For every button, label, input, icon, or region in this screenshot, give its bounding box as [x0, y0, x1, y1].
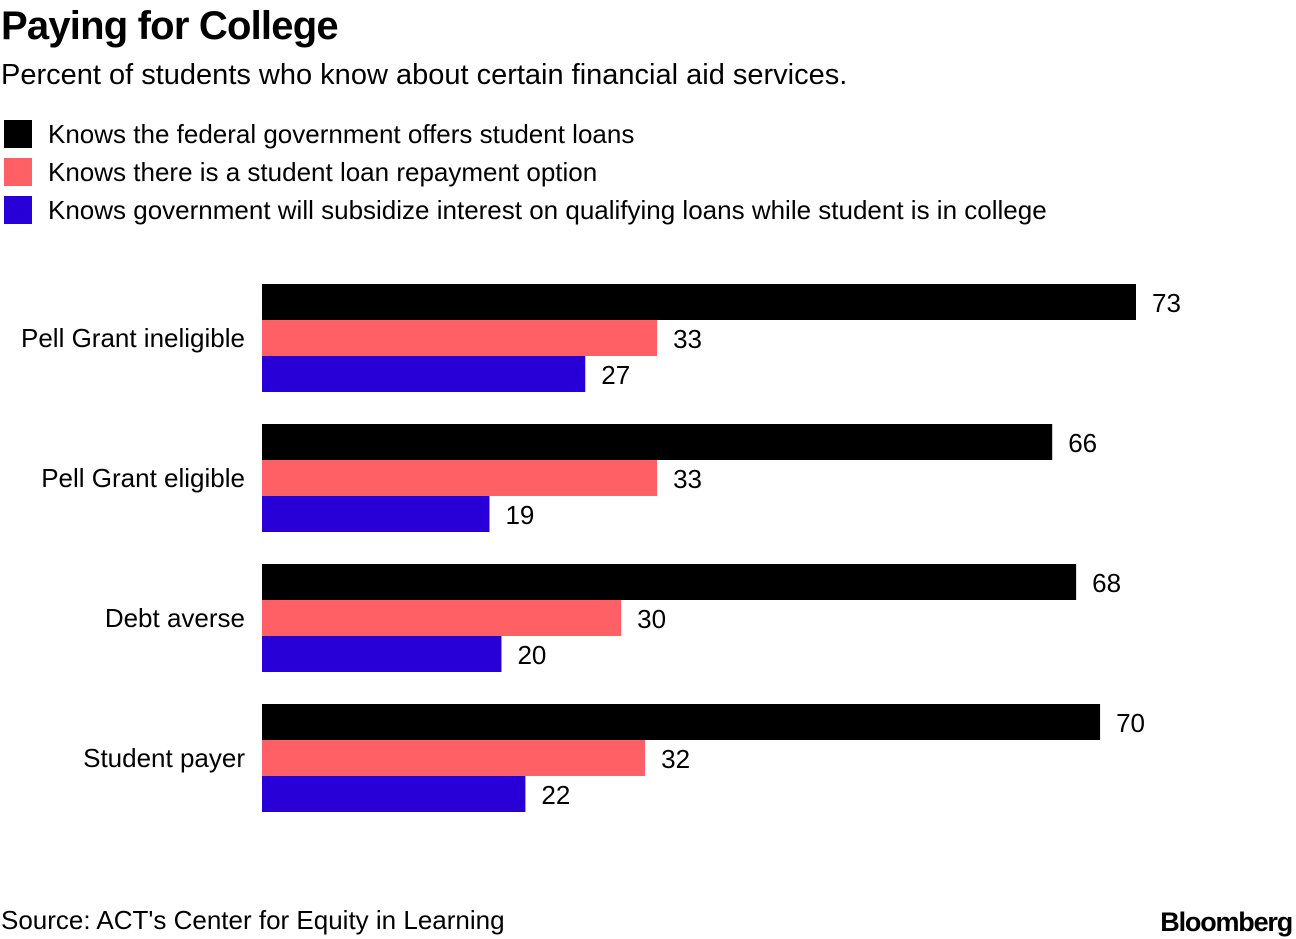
value-label-debt-averse-federal-loans: 68 — [1092, 568, 1121, 598]
value-label-debt-averse-subsidized-interest: 20 — [517, 640, 546, 670]
bar-pell-grant-eligible-federal-loans — [262, 424, 1053, 460]
category-label-pell-grant-eligible: Pell Grant eligible — [41, 463, 245, 493]
legend-swatch-repayment-option — [4, 158, 32, 186]
bar-pell-grant-eligible-subsidized-interest — [262, 496, 490, 532]
value-label-pell-grant-eligible-federal-loans: 66 — [1068, 428, 1097, 458]
value-label-student-payer-federal-loans: 70 — [1116, 708, 1145, 738]
value-label-pell-grant-ineligible-repayment-option: 33 — [673, 324, 702, 354]
value-label-pell-grant-ineligible-subsidized-interest: 27 — [601, 360, 630, 390]
bar-student-payer-repayment-option — [262, 740, 646, 776]
bar-debt-averse-subsidized-interest — [262, 636, 502, 672]
bar-student-payer-subsidized-interest — [262, 776, 526, 812]
chart-title: Paying for College — [1, 4, 339, 48]
bar-student-payer-federal-loans — [262, 704, 1101, 740]
legend-swatch-federal-loans — [4, 120, 32, 148]
legend-label-federal-loans: Knows the federal government offers stud… — [48, 119, 635, 149]
chart-subtitle: Percent of students who know about certa… — [1, 59, 848, 91]
category-label-pell-grant-ineligible: Pell Grant ineligible — [21, 323, 245, 353]
legend-label-repayment-option: Knows there is a student loan repayment … — [48, 157, 598, 187]
value-label-student-payer-repayment-option: 32 — [661, 744, 690, 774]
value-label-pell-grant-eligible-subsidized-interest: 19 — [505, 500, 534, 530]
bar-debt-averse-repayment-option — [262, 600, 622, 636]
bloomberg-logo: Bloomberg — [1160, 907, 1293, 937]
category-label-student-payer: Student payer — [83, 743, 245, 773]
bar-debt-averse-federal-loans — [262, 564, 1077, 600]
value-label-debt-averse-repayment-option: 30 — [637, 604, 666, 634]
bar-pell-grant-ineligible-repayment-option — [262, 320, 658, 356]
bar-pell-grant-ineligible-federal-loans — [262, 284, 1136, 320]
value-label-pell-grant-eligible-repayment-option: 33 — [673, 464, 702, 494]
legend-label-subsidized-interest: Knows government will subsidize interest… — [48, 195, 1047, 225]
value-label-student-payer-subsidized-interest: 22 — [541, 780, 570, 810]
legend-swatch-subsidized-interest — [4, 196, 32, 224]
source-note: Source: ACT's Center for Equity in Learn… — [1, 905, 505, 935]
category-label-debt-averse: Debt averse — [105, 603, 245, 633]
bar-pell-grant-ineligible-subsidized-interest — [262, 356, 586, 392]
value-label-pell-grant-ineligible-federal-loans: 73 — [1152, 288, 1181, 318]
bar-pell-grant-eligible-repayment-option — [262, 460, 658, 496]
